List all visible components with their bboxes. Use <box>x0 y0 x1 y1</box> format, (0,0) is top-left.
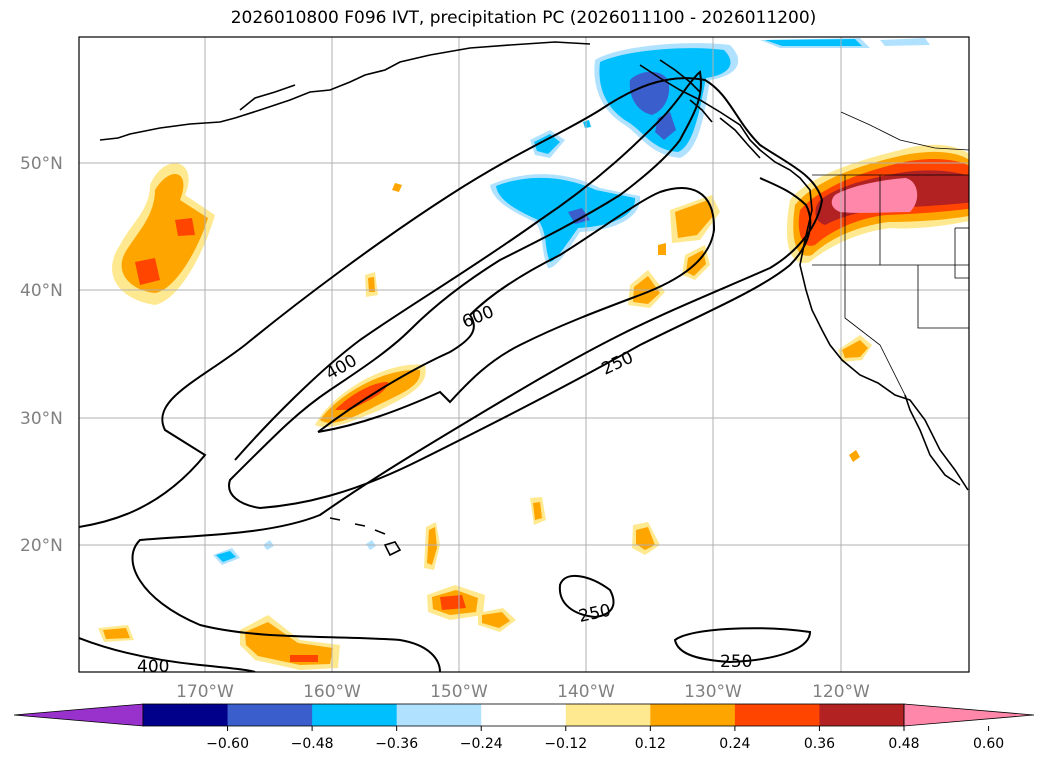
colorbar-segment <box>143 704 229 726</box>
lon-label: 130°W <box>684 682 742 702</box>
latitude-labels: 50°N 40°N 30°N 20°N <box>20 154 63 556</box>
lon-label: 140°W <box>557 682 615 702</box>
colorbar-segment <box>650 704 736 726</box>
colorbar-segment <box>565 704 651 726</box>
ivt-label: 400 <box>137 657 169 677</box>
colorbar-tick-label: −0.36 <box>375 736 418 752</box>
colorbar-tick-label: 0.48 <box>888 736 919 752</box>
longitude-labels: 170°W 160°W 150°W 140°W 130°W 120°W <box>176 682 870 702</box>
lat-label: 20°N <box>20 536 63 556</box>
colorbar-segment <box>396 704 482 726</box>
colorbar-tick-label: −0.48 <box>291 736 334 752</box>
colorbar-tick-label: 0.12 <box>635 736 666 752</box>
state-borders <box>812 111 969 396</box>
colorbar-tick-label: 0.24 <box>719 736 750 752</box>
lon-label: 160°W <box>303 682 361 702</box>
map-frame <box>78 36 970 673</box>
graticule <box>79 37 969 672</box>
map-title: 2026010800 F096 IVT, precipitation PC (2… <box>230 8 817 28</box>
colorbar-tick-label: −0.60 <box>206 736 249 752</box>
colorbar-segment <box>734 704 820 726</box>
lat-label: 30°N <box>20 409 63 429</box>
lat-label: 40°N <box>20 281 63 301</box>
precip-negative-anomalies <box>213 38 930 565</box>
colorbar-tick-label: 0.60 <box>973 736 1004 752</box>
lon-label: 170°W <box>176 682 234 702</box>
lat-label: 50°N <box>20 154 63 174</box>
colorbar-tick-label: 0.36 <box>804 736 835 752</box>
colorbar-extend-left <box>13 703 144 727</box>
colorbar-segment <box>481 704 567 726</box>
colorbar-segment <box>819 704 905 726</box>
colorbar: −0.60 −0.48 −0.36 −0.24 −0.12 0.12 0.24 0.36 0.4… <box>13 703 1035 752</box>
ivt-contours <box>79 70 824 672</box>
map-background <box>79 37 969 672</box>
lon-label: 150°W <box>430 682 488 702</box>
ivt-label: 250 <box>720 652 752 672</box>
colorbar-frame <box>142 703 905 727</box>
coastlines <box>99 41 969 557</box>
colorbar-segment <box>227 704 313 726</box>
colorbar-segment <box>312 704 398 726</box>
colorbar-tick-label: −0.12 <box>544 736 587 752</box>
lon-label: 120°W <box>812 682 870 702</box>
colorbar-tick-label: −0.24 <box>460 736 503 752</box>
colorbar-extend-right <box>903 703 1035 727</box>
